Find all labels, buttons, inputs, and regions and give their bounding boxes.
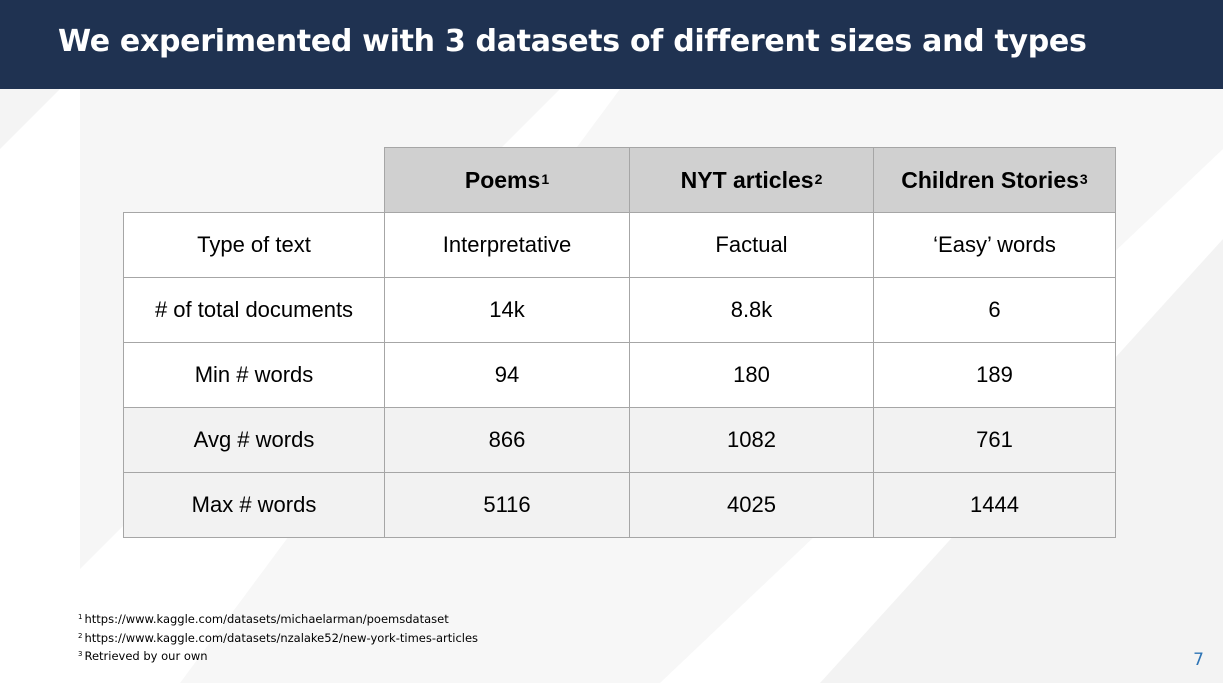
table-cell: 6 xyxy=(873,277,1116,343)
slide-title: We experimented with 3 datasets of diffe… xyxy=(58,24,1087,59)
row-label: # of total documents xyxy=(123,277,385,343)
footnote-2: 2 https://www.kaggle.com/datasets/nzalake… xyxy=(78,628,478,647)
footnote-mark: 2 xyxy=(78,631,83,640)
title-bar: We experimented with 3 datasets of diffe… xyxy=(0,0,1223,89)
footnote-mark: 1 xyxy=(78,613,83,621)
table-cell: 761 xyxy=(873,407,1116,473)
footnote-3: 3 Retrieved by our own xyxy=(78,646,478,665)
table-cell: 4025 xyxy=(629,472,874,538)
column-header-poems: Poems1 xyxy=(384,147,630,213)
table-cell: 94 xyxy=(384,342,630,408)
column-header-label: NYT articles xyxy=(680,166,814,193)
table-cell: 866 xyxy=(384,407,630,473)
table-cell: Factual xyxy=(629,212,874,278)
table-row: Avg # words 866 1082 761 xyxy=(123,407,1116,473)
table-cell: 189 xyxy=(873,342,1116,408)
datasets-table: Poems1 NYT articles2 Children Stories3 T… xyxy=(123,147,1116,538)
column-header-label: Poems xyxy=(464,166,541,193)
footnote-text: Retrieved by our own xyxy=(84,649,208,663)
footnotes: 1 https://www.kaggle.com/datasets/michael… xyxy=(78,609,478,665)
row-label: Min # words xyxy=(123,342,385,408)
table-cell: 180 xyxy=(629,342,874,408)
footnote-mark: 3 xyxy=(78,650,83,658)
footnote-text: https://www.kaggle.com/datasets/nzalake5… xyxy=(84,630,479,645)
table-cell: 8.8k xyxy=(629,277,874,343)
row-label: Avg # words xyxy=(123,407,385,473)
table-cell: 1082 xyxy=(629,407,874,473)
table-header-row: Poems1 NYT articles2 Children Stories3 xyxy=(124,147,1116,213)
page-number: 7 xyxy=(1193,650,1204,670)
footnote-marker: 1 xyxy=(541,170,550,187)
footnote-marker: 3 xyxy=(1079,170,1088,187)
table-cell: 5116 xyxy=(384,472,630,538)
footnote-text: https://www.kaggle.com/datasets/michaela… xyxy=(84,612,449,626)
table-row: # of total documents 14k 8.8k 6 xyxy=(123,277,1116,343)
table-cell: ‘Easy’ words xyxy=(873,212,1116,278)
row-label: Max # words xyxy=(123,472,385,538)
column-header-label: Children Stories xyxy=(901,166,1079,193)
table-row: Type of text Interpretative Factual ‘Eas… xyxy=(123,212,1116,278)
table-corner xyxy=(124,148,385,213)
table-cell: 1444 xyxy=(873,472,1116,538)
row-label: Type of text xyxy=(123,212,385,278)
footnote-marker: 2 xyxy=(814,170,823,187)
table-row: Min # words 94 180 189 xyxy=(123,342,1116,408)
column-header-children-stories: Children Stories3 xyxy=(873,147,1116,213)
table-row: Max # words 5116 4025 1444 xyxy=(123,472,1116,538)
column-header-nyt-articles: NYT articles2 xyxy=(629,147,874,213)
table-cell: 14k xyxy=(384,277,630,343)
table-cell: Interpretative xyxy=(384,212,630,278)
footnote-1: 1 https://www.kaggle.com/datasets/michael… xyxy=(78,609,478,628)
